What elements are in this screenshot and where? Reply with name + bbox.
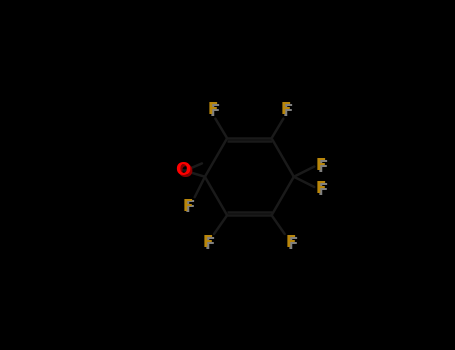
Text: F: F bbox=[318, 160, 328, 175]
Text: F: F bbox=[288, 237, 298, 252]
Text: F: F bbox=[286, 235, 297, 250]
Text: F: F bbox=[209, 104, 220, 119]
Text: F: F bbox=[316, 158, 326, 173]
Text: F: F bbox=[183, 198, 193, 214]
Text: F: F bbox=[318, 183, 328, 198]
Text: F: F bbox=[204, 237, 214, 252]
Text: F: F bbox=[185, 201, 195, 216]
Text: F: F bbox=[283, 104, 293, 119]
Text: F: F bbox=[202, 235, 212, 250]
Text: O: O bbox=[175, 161, 191, 179]
Text: F: F bbox=[316, 181, 326, 196]
Text: F: F bbox=[207, 102, 218, 117]
Text: O: O bbox=[177, 163, 192, 181]
Text: F: F bbox=[281, 102, 291, 117]
